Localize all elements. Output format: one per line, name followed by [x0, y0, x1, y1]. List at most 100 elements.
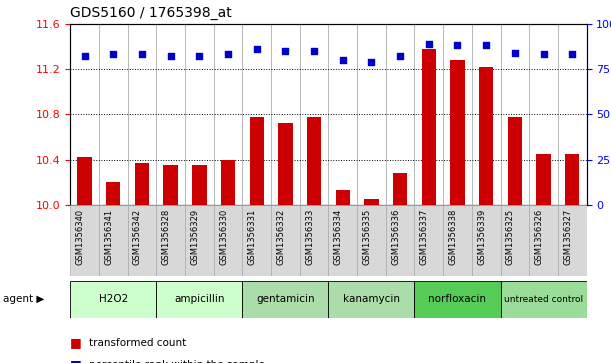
Bar — [128, 205, 156, 276]
Bar — [185, 205, 214, 276]
Bar — [335, 190, 350, 205]
Bar — [386, 24, 414, 205]
Text: GSM1356340: GSM1356340 — [76, 209, 84, 265]
Point — [166, 53, 175, 59]
Bar — [156, 24, 185, 205]
Bar — [307, 117, 321, 205]
Point — [424, 41, 434, 46]
Bar — [529, 24, 558, 205]
Point — [539, 52, 549, 57]
Text: GSM1356334: GSM1356334 — [334, 209, 343, 265]
Bar — [249, 117, 264, 205]
Text: gentamicin: gentamicin — [256, 294, 315, 305]
Point — [338, 57, 348, 63]
Bar — [135, 163, 149, 205]
Bar — [278, 123, 293, 205]
Bar — [185, 24, 214, 205]
Text: ■: ■ — [70, 358, 82, 363]
Text: agent ▶: agent ▶ — [3, 294, 45, 305]
Bar — [300, 205, 329, 276]
Bar — [443, 205, 472, 276]
Text: GDS5160 / 1765398_at: GDS5160 / 1765398_at — [70, 6, 232, 20]
Point — [194, 53, 204, 59]
Bar — [529, 205, 558, 276]
Bar — [422, 49, 436, 205]
Point — [367, 59, 376, 65]
Bar — [500, 281, 587, 318]
Text: GSM1356331: GSM1356331 — [247, 209, 257, 265]
Text: GSM1356332: GSM1356332 — [276, 209, 285, 265]
Point — [481, 42, 491, 48]
Bar — [565, 154, 579, 205]
Bar — [214, 24, 243, 205]
Text: norfloxacin: norfloxacin — [428, 294, 486, 305]
Bar — [500, 205, 529, 276]
Bar — [479, 67, 493, 205]
Bar — [472, 24, 500, 205]
Bar — [164, 166, 178, 205]
Text: GSM1356330: GSM1356330 — [219, 209, 228, 265]
Bar — [357, 205, 386, 276]
Point — [252, 46, 262, 52]
Text: untreated control: untreated control — [504, 295, 583, 304]
Bar — [414, 281, 500, 318]
Text: ■: ■ — [70, 337, 82, 350]
Text: GSM1356342: GSM1356342 — [133, 209, 142, 265]
Text: GSM1356326: GSM1356326 — [535, 209, 544, 265]
Bar — [221, 160, 235, 205]
Bar — [386, 205, 414, 276]
Bar — [70, 24, 99, 205]
Bar — [536, 154, 551, 205]
Bar — [128, 24, 156, 205]
Point — [510, 50, 520, 56]
Bar — [300, 24, 329, 205]
Bar — [243, 205, 271, 276]
Bar — [78, 158, 92, 205]
Bar — [364, 199, 379, 205]
Bar — [450, 60, 464, 205]
Bar — [558, 24, 587, 205]
Bar — [99, 24, 128, 205]
Bar — [508, 117, 522, 205]
Bar — [357, 24, 386, 205]
Bar — [243, 281, 328, 318]
Bar — [414, 24, 443, 205]
Text: GSM1356329: GSM1356329 — [191, 209, 199, 265]
Point — [280, 48, 290, 54]
Bar — [329, 205, 357, 276]
Text: GSM1356339: GSM1356339 — [477, 209, 486, 265]
Point — [223, 52, 233, 57]
Text: percentile rank within the sample: percentile rank within the sample — [89, 360, 265, 363]
Bar — [70, 205, 99, 276]
Text: GSM1356327: GSM1356327 — [563, 209, 573, 265]
Bar — [99, 205, 128, 276]
Bar — [243, 24, 271, 205]
Bar — [192, 166, 207, 205]
Point — [395, 53, 405, 59]
Text: ampicillin: ampicillin — [174, 294, 225, 305]
Text: GSM1356325: GSM1356325 — [506, 209, 515, 265]
Text: GSM1356333: GSM1356333 — [305, 209, 314, 265]
Point — [79, 53, 89, 59]
Point — [108, 52, 118, 57]
Text: GSM1356341: GSM1356341 — [104, 209, 113, 265]
Text: GSM1356328: GSM1356328 — [162, 209, 170, 265]
Bar — [271, 24, 300, 205]
Text: GSM1356335: GSM1356335 — [362, 209, 371, 265]
Point — [309, 48, 319, 54]
Bar — [393, 173, 408, 205]
Bar — [472, 205, 500, 276]
Text: GSM1356338: GSM1356338 — [448, 209, 458, 265]
Bar — [70, 281, 156, 318]
Bar — [329, 281, 414, 318]
Bar — [414, 205, 443, 276]
Bar — [443, 24, 472, 205]
Text: H2O2: H2O2 — [98, 294, 128, 305]
Bar — [329, 24, 357, 205]
Bar — [156, 205, 185, 276]
Bar — [156, 281, 243, 318]
Point — [137, 52, 147, 57]
Bar — [214, 205, 243, 276]
Text: kanamycin: kanamycin — [343, 294, 400, 305]
Bar — [500, 24, 529, 205]
